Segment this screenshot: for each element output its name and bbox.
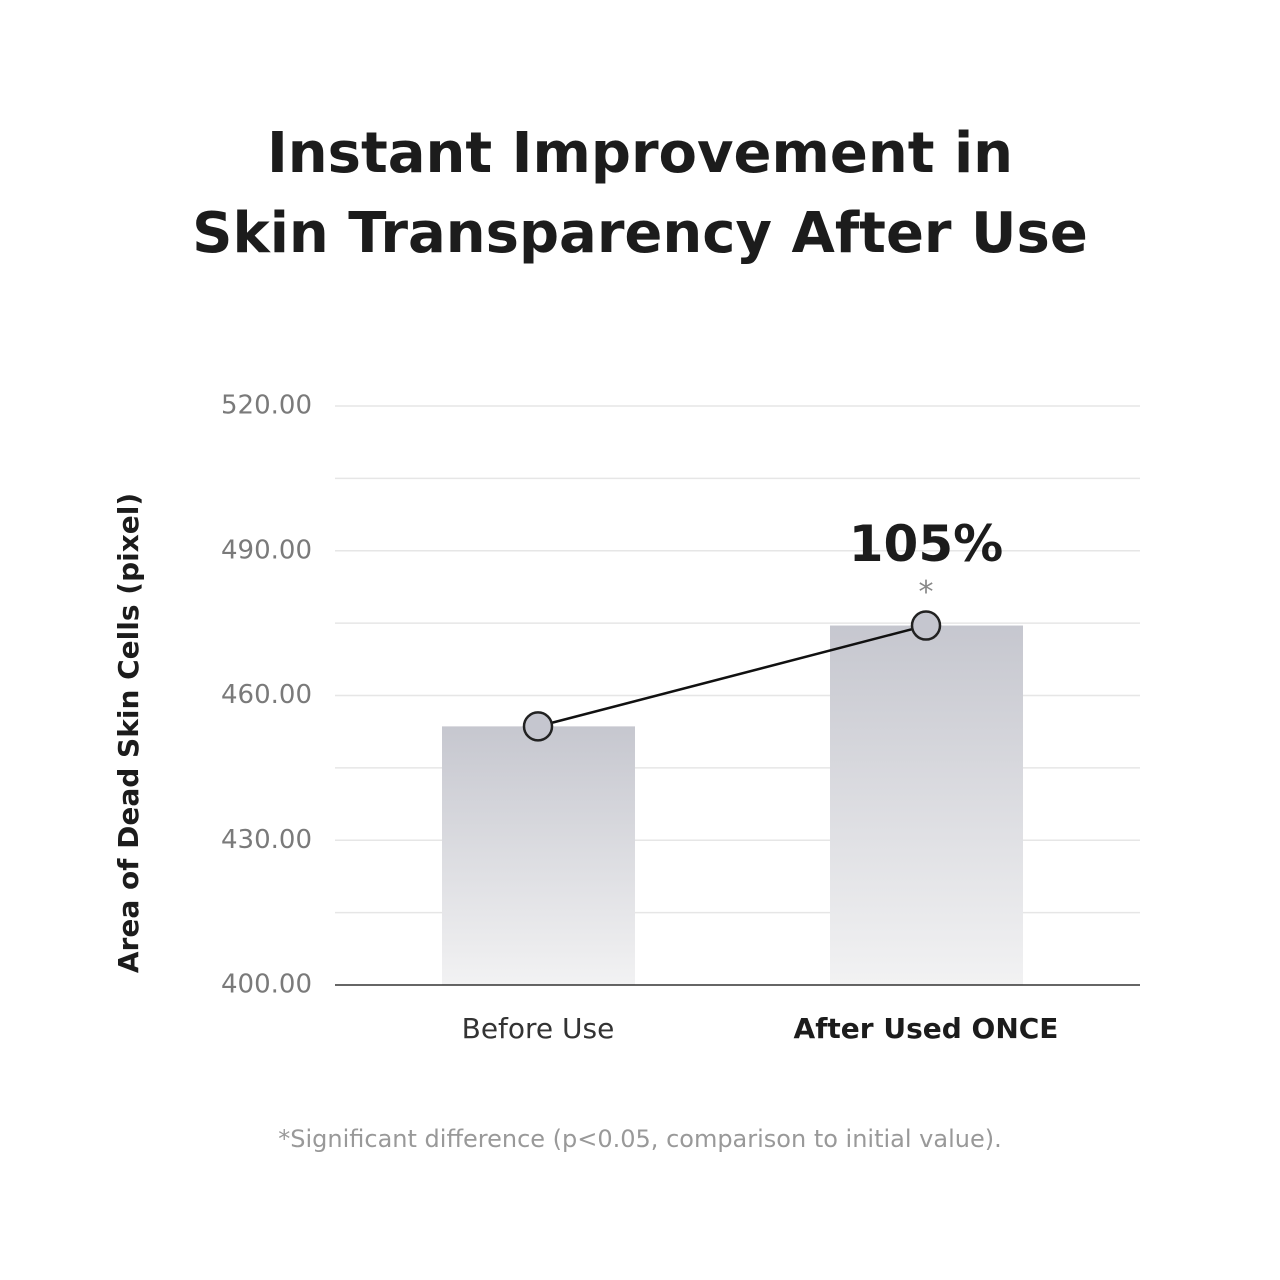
bar <box>830 625 1023 985</box>
annotation: * <box>919 575 934 610</box>
y-tick-label: 430.00 <box>221 825 312 855</box>
y-tick-label: 460.00 <box>221 680 312 710</box>
y-tick-label: 490.00 <box>221 535 312 565</box>
chart-title: Instant Improvement in <box>267 121 1013 186</box>
bar <box>442 726 635 985</box>
x-tick-label: Before Use <box>462 1012 615 1045</box>
annotation: 105% <box>849 515 1003 573</box>
chart-title: Skin Transparency After Use <box>192 201 1088 266</box>
y-axis-label: Area of Dead Skin Cells (pixel) <box>112 493 145 973</box>
footnote: *Significant difference (p<0.05, compari… <box>278 1125 1001 1153</box>
data-point <box>522 711 554 742</box>
y-tick-label: 400.00 <box>221 970 312 1000</box>
y-tick-label: 520.00 <box>221 391 312 421</box>
x-tick-label: After Used ONCE <box>794 1012 1059 1045</box>
data-point <box>910 610 942 641</box>
connector-line <box>537 624 927 728</box>
